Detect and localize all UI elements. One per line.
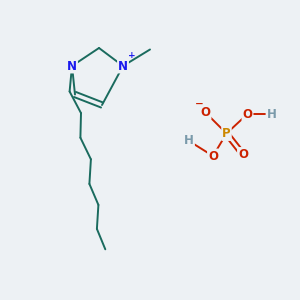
Text: −: − xyxy=(194,98,203,109)
Text: O: O xyxy=(208,149,218,163)
Text: +: + xyxy=(128,51,136,60)
Text: N: N xyxy=(118,59,128,73)
Text: O: O xyxy=(242,107,253,121)
Text: P: P xyxy=(222,127,231,140)
Text: H: H xyxy=(184,134,194,148)
Text: H: H xyxy=(267,107,276,121)
Text: O: O xyxy=(238,148,248,161)
Text: O: O xyxy=(200,106,211,119)
Text: N: N xyxy=(67,59,77,73)
